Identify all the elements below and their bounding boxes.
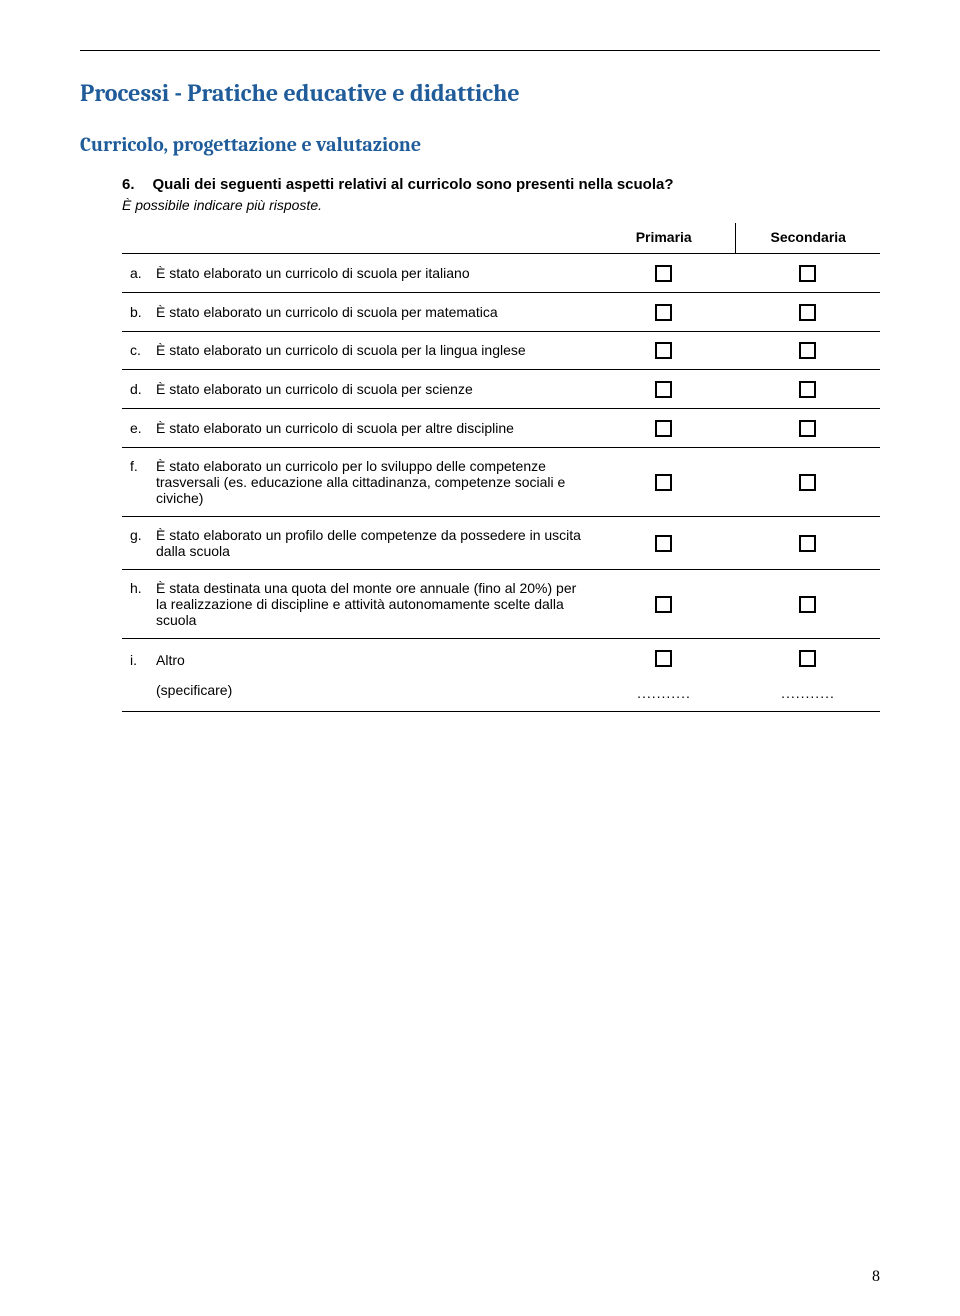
table-row: e. È stato elaborato un curricolo di scuo…	[122, 409, 880, 448]
item-text: È stata destinata una quota del monte or…	[156, 580, 584, 628]
table-row: d. È stato elaborato un curricolo di scuo…	[122, 370, 880, 409]
dots-secondaria[interactable]: ...........	[744, 685, 872, 701]
item-letter: c.	[130, 342, 148, 358]
column-header-secondaria: Secondaria	[736, 223, 880, 254]
checkbox-secondaria[interactable]	[799, 304, 816, 321]
question-table: Primaria Secondaria a. È stato elaborato …	[122, 223, 880, 712]
table-row: h.È stata destinata una quota del monte …	[122, 569, 880, 638]
checkbox-secondaria[interactable]	[799, 265, 816, 282]
checkbox-secondaria[interactable]	[799, 535, 816, 552]
checkbox-secondaria[interactable]	[799, 342, 816, 359]
item-text: È stato elaborato un profilo delle compe…	[156, 527, 584, 559]
heading-processi: Processi - Pratiche educative e didattic…	[80, 79, 880, 107]
top-rule	[80, 50, 880, 51]
checkbox-primaria[interactable]	[655, 535, 672, 552]
table-row: b. È stato elaborato un curricolo di scuo…	[122, 292, 880, 331]
heading-curricolo: Curricolo, progettazione e valutazione	[80, 133, 880, 156]
item-letter: f.	[130, 458, 148, 506]
checkbox-secondaria[interactable]	[799, 596, 816, 613]
item-letter: i.	[130, 652, 148, 668]
table-row: g.È stato elaborato un profilo delle com…	[122, 516, 880, 569]
checkbox-primaria[interactable]	[655, 265, 672, 282]
item-letter: g.	[130, 527, 148, 559]
checkbox-altro-secondaria[interactable]	[799, 650, 816, 667]
altro-label: Altro	[156, 652, 185, 668]
item-text: È stato elaborato un curricolo di scuola…	[156, 342, 526, 358]
table-row: a. È stato elaborato un curricolo di scuo…	[122, 254, 880, 293]
item-text: È stato elaborato un curricolo di scuola…	[156, 265, 470, 281]
item-text: È stato elaborato un curricolo per lo sv…	[156, 458, 584, 506]
checkbox-primaria[interactable]	[655, 342, 672, 359]
item-letter: a.	[130, 265, 148, 281]
item-text: È stato elaborato un curricolo di scuola…	[156, 420, 514, 436]
dots-primaria[interactable]: ...........	[600, 685, 728, 701]
item-text: È stato elaborato un curricolo di scuola…	[156, 381, 473, 397]
checkbox-secondaria[interactable]	[799, 474, 816, 491]
altro-specify: (specificare)	[156, 682, 232, 698]
item-letter: d.	[130, 381, 148, 397]
checkbox-primaria[interactable]	[655, 420, 672, 437]
question-note: È possibile indicare più risposte.	[122, 197, 880, 213]
question-text: Quali dei seguenti aspetti relativi al c…	[153, 176, 674, 193]
checkbox-secondaria[interactable]	[799, 420, 816, 437]
column-header-primaria: Primaria	[592, 223, 736, 254]
table-row: c. È stato elaborato un curricolo di scuo…	[122, 331, 880, 370]
item-text: È stato elaborato un curricolo di scuola…	[156, 304, 498, 320]
checkbox-primaria[interactable]	[655, 304, 672, 321]
item-letter: h.	[130, 580, 148, 628]
checkbox-primaria[interactable]	[655, 474, 672, 491]
checkbox-secondaria[interactable]	[799, 381, 816, 398]
checkbox-primaria[interactable]	[655, 596, 672, 613]
table-row-altro: i. Altro (specificare) ........... .....…	[122, 638, 880, 711]
item-letter: e.	[130, 420, 148, 436]
checkbox-primaria[interactable]	[655, 381, 672, 398]
checkbox-altro-primaria[interactable]	[655, 650, 672, 667]
page-number: 8	[872, 1268, 880, 1286]
table-row: f.È stato elaborato un curricolo per lo …	[122, 447, 880, 516]
item-letter: b.	[130, 304, 148, 320]
question-number: 6.	[122, 176, 135, 193]
